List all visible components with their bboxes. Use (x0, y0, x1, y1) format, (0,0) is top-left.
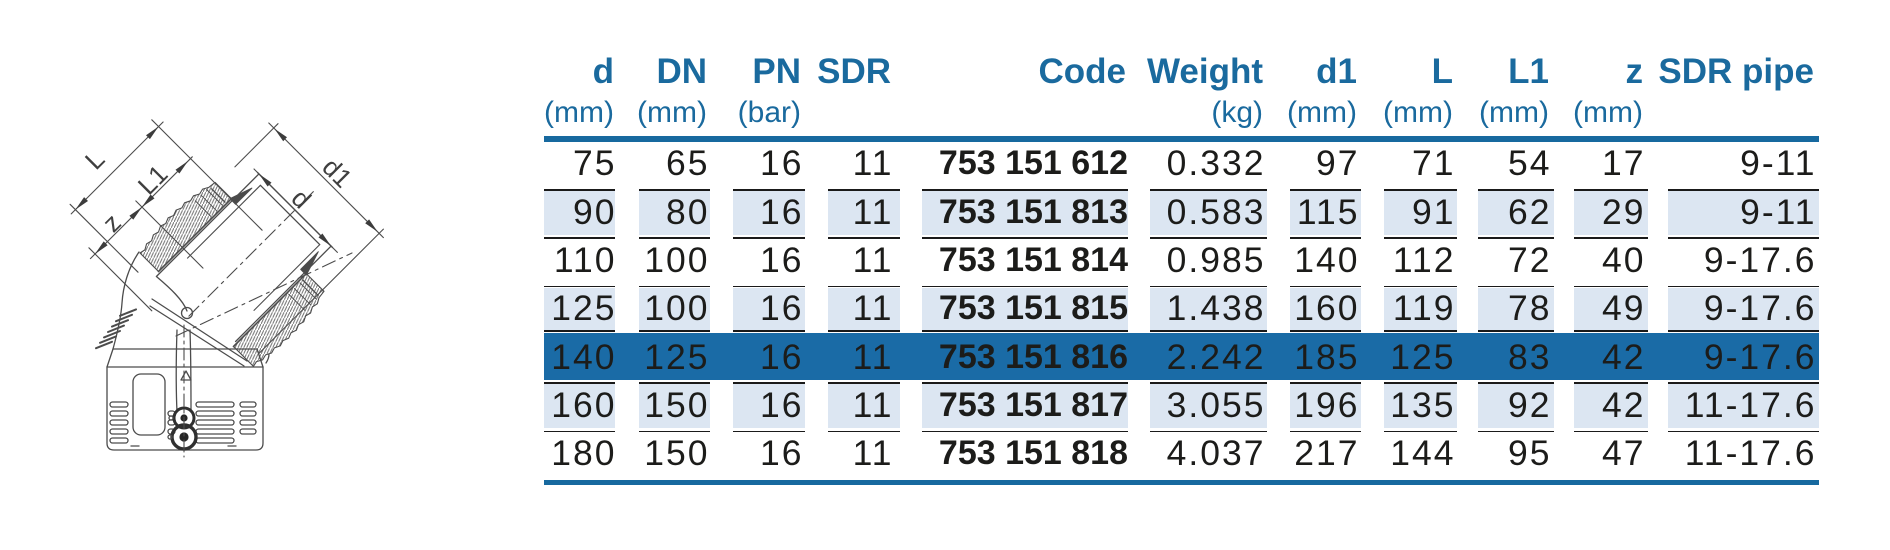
svg-text:z: z (96, 207, 126, 237)
svg-text:L1: L1 (132, 159, 174, 201)
svg-text:d1: d1 (317, 152, 359, 194)
svg-text:L: L (79, 144, 110, 175)
svg-text:d: d (286, 183, 317, 214)
